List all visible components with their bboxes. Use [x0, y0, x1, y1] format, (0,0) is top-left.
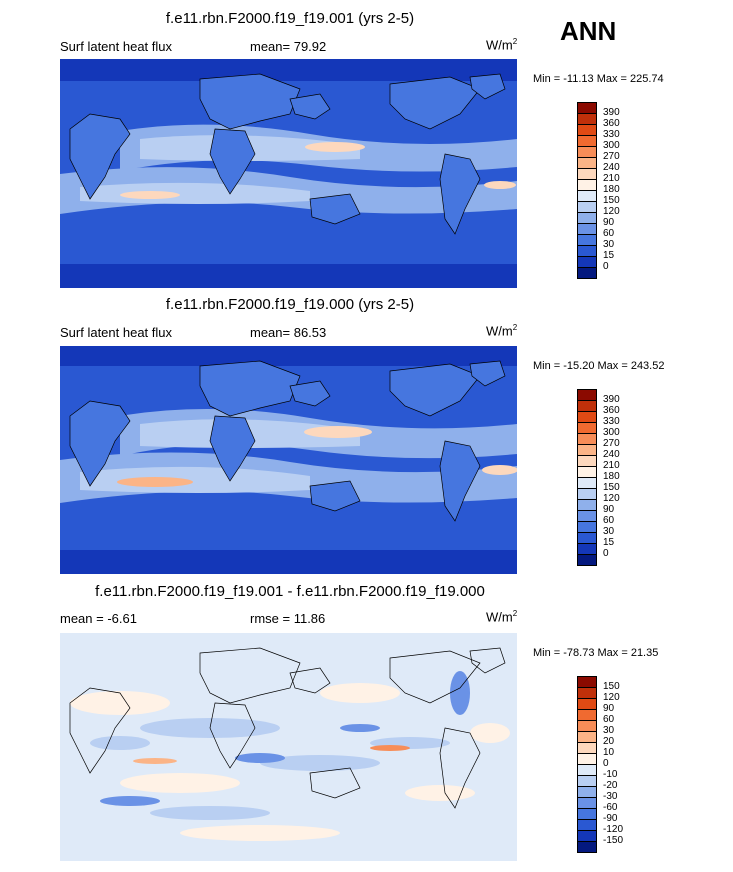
panel-1-mean: mean= 79.92	[250, 39, 327, 54]
colorbar-label: 240	[603, 162, 620, 173]
colorbar-label: 300	[603, 140, 620, 151]
colorbar-label: 30	[603, 239, 615, 250]
panel-2-mean: mean= 86.53	[250, 325, 327, 340]
colorbar-label: 270	[603, 438, 620, 449]
colorbar-swatch	[577, 267, 597, 279]
colorbar-label: 150	[603, 195, 620, 206]
panel-3-rmse: rmse = 11.86	[250, 611, 326, 626]
colorbar-label: 300	[603, 427, 620, 438]
panel-2-map	[60, 346, 517, 574]
season-label: ANN	[560, 16, 617, 46]
panel-1-units: W/m2	[486, 37, 518, 53]
panel-1-variable: Surf latent heat flux	[60, 39, 173, 54]
colorbar-label: -150	[603, 835, 624, 846]
colorbar-label: 210	[603, 173, 620, 184]
colorbar-label: 330	[603, 416, 620, 427]
colorbar-label: 390	[603, 107, 620, 118]
colorbar-label: 150	[603, 681, 620, 692]
colorbar-swatch	[577, 841, 597, 853]
colorbar-label: 60	[603, 515, 615, 526]
colorbar-label: 90	[603, 217, 615, 228]
panel-2-title: f.e11.rbn.F2000.f19_f19.000 (yrs 2-5)	[165, 296, 415, 313]
colorbar-label: 30	[603, 526, 615, 537]
colorbar-label: 15	[603, 537, 615, 548]
colorbar-label: 120	[603, 206, 620, 217]
colorbar-label: 0	[603, 758, 609, 769]
colorbar-label: 330	[603, 129, 620, 140]
colorbar-label: 120	[603, 692, 620, 703]
colorbar-label: 60	[603, 228, 615, 239]
colorbar-label: 90	[603, 703, 615, 714]
colorbar-label: -20	[603, 780, 618, 791]
colorbar-label: -90	[603, 813, 618, 824]
colorbar-label: -10	[603, 769, 618, 780]
colorbar-label: 360	[603, 118, 620, 129]
colorbar-label: 270	[603, 151, 620, 162]
colorbar-label: 60	[603, 714, 615, 725]
colorbar-label: 120	[603, 493, 620, 504]
panel-2-units: W/m2	[486, 323, 518, 339]
colorbar-label: -60	[603, 802, 618, 813]
panel-3-units: W/m2	[486, 609, 518, 625]
panel-1-minmax: Min = -11.13 Max = 225.74	[533, 73, 664, 85]
colorbar-label: 360	[603, 405, 620, 416]
colorbar-label: -120	[603, 824, 624, 835]
panel-3-map	[60, 633, 517, 861]
colorbar-label: 180	[603, 471, 620, 482]
colorbar-label: 30	[603, 725, 615, 736]
colorbar-label: 90	[603, 504, 615, 515]
colorbar-label: 150	[603, 482, 620, 493]
panel-3-title: f.e11.rbn.F2000.f19_f19.001 - f.e11.rbn.…	[95, 583, 485, 600]
colorbar-label: 240	[603, 449, 620, 460]
panel-3-minmax: Min = -78.73 Max = 21.35	[533, 647, 659, 659]
colorbar-label: 390	[603, 394, 620, 405]
colorbar-label: 180	[603, 184, 620, 195]
colorbar-swatch	[577, 554, 597, 566]
colorbar-label: 20	[603, 736, 615, 747]
panel-2-minmax: Min = -15.20 Max = 243.52	[533, 360, 665, 372]
panel-2-variable: Surf latent heat flux	[60, 325, 173, 340]
panel-1-map	[60, 59, 517, 288]
panel-1-title: f.e11.rbn.F2000.f19_f19.001 (yrs 2-5)	[165, 10, 415, 27]
colorbar-label: -30	[603, 791, 618, 802]
colorbar-label: 0	[603, 261, 609, 272]
colorbar-label: 10	[603, 747, 615, 758]
colorbar-label: 15	[603, 250, 615, 261]
panel-3-mean: mean = -6.61	[60, 611, 137, 626]
colorbar-label: 210	[603, 460, 620, 471]
colorbar-label: 0	[603, 548, 609, 559]
